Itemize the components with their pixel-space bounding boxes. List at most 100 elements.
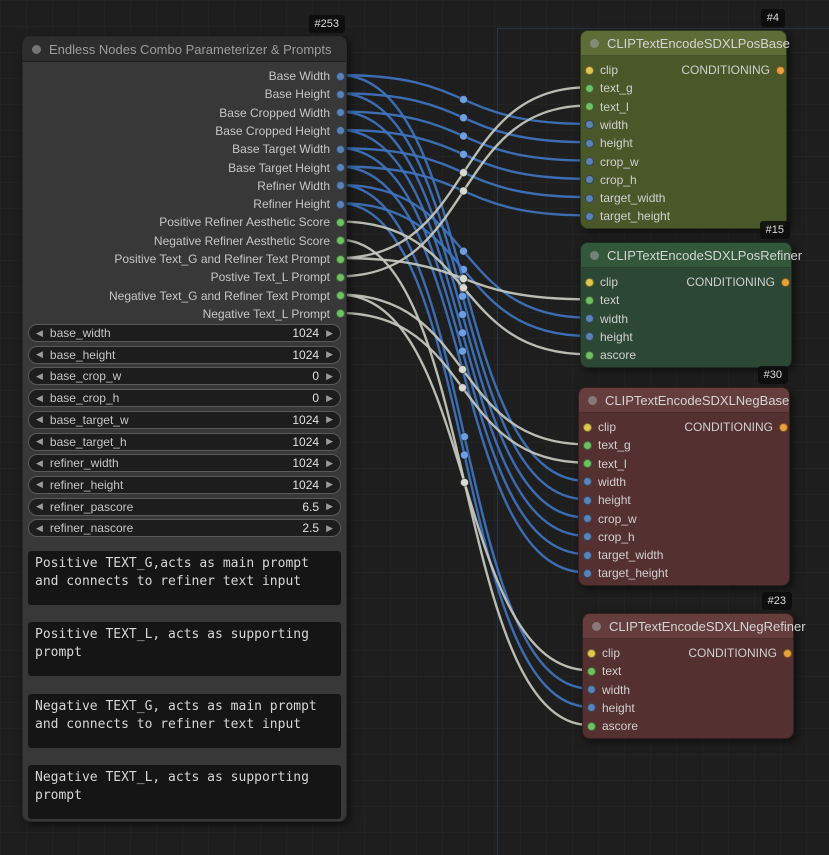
link-midpoint-dot[interactable] — [459, 186, 468, 196]
collapse-dot-icon[interactable] — [592, 621, 601, 631]
link-midpoint-dot[interactable] — [458, 346, 467, 356]
input-dot[interactable] — [583, 568, 592, 578]
increment-arrow-icon[interactable]: ▶ — [326, 479, 333, 490]
increment-arrow-icon[interactable]: ▶ — [326, 327, 333, 338]
output-port-base-target-width[interactable]: Base Target Width — [232, 140, 345, 158]
widget-refiner_height[interactable]: ◀ refiner_height 1024 ▶ — [28, 475, 341, 494]
decrement-arrow-icon[interactable]: ◀ — [36, 392, 43, 403]
widget-refiner_nascore[interactable]: ◀ refiner_nascore 2.5 ▶ — [28, 519, 341, 538]
input-port-height[interactable]: height — [587, 699, 635, 717]
output-port-negative-refiner-aesthetic-score[interactable]: Negative Refiner Aesthetic Score — [154, 232, 345, 250]
input-port-width[interactable]: width — [585, 116, 628, 134]
input-dot[interactable] — [583, 422, 592, 432]
output-port-refiner-height[interactable]: Refiner Height — [253, 195, 345, 213]
input-port-target_width[interactable]: target_width — [585, 189, 665, 207]
output-dot[interactable] — [779, 422, 788, 432]
collapse-dot-icon[interactable] — [590, 38, 599, 48]
node-title-bar[interactable]: CLIPTextEncodeSDXLNegBase — [579, 388, 789, 413]
output-dot[interactable] — [336, 309, 345, 319]
link-midpoint-dot[interactable] — [459, 149, 468, 159]
link-midpoint-dot[interactable] — [458, 383, 467, 393]
widget-base_target_h[interactable]: ◀ base_target_h 1024 ▶ — [28, 432, 341, 451]
output-port-positive-refiner-aesthetic-score[interactable]: Positive Refiner Aesthetic Score — [159, 213, 345, 231]
input-dot[interactable] — [583, 459, 592, 469]
input-port-target_height[interactable]: target_height — [583, 564, 668, 582]
collapse-dot-icon[interactable] — [32, 44, 41, 54]
link-midpoint-dot[interactable] — [459, 168, 468, 178]
input-dot[interactable] — [587, 648, 596, 658]
output-dot[interactable] — [336, 254, 345, 264]
output-dot[interactable] — [336, 89, 345, 99]
increment-arrow-icon[interactable]: ▶ — [326, 522, 333, 533]
output-dot[interactable] — [336, 291, 345, 301]
input-port-width[interactable]: width — [587, 681, 630, 699]
increment-arrow-icon[interactable]: ▶ — [326, 349, 333, 360]
decrement-arrow-icon[interactable]: ◀ — [36, 436, 43, 446]
input-dot[interactable] — [585, 83, 594, 93]
input-port-width[interactable]: width — [583, 473, 626, 491]
prompt-textarea-3[interactable]: Negative TEXT_L, acts as supporting prom… — [28, 765, 341, 819]
increment-arrow-icon[interactable]: ▶ — [326, 501, 333, 512]
widget-base_width[interactable]: ◀ base_width 1024 ▶ — [28, 324, 341, 342]
decrement-arrow-icon[interactable]: ◀ — [36, 457, 43, 468]
input-dot[interactable] — [587, 685, 596, 695]
input-dot[interactable] — [585, 157, 594, 166]
output-dot[interactable] — [781, 277, 790, 287]
input-port-crop_h[interactable]: crop_h — [583, 528, 635, 546]
input-dot[interactable] — [585, 193, 594, 203]
input-port-text_g[interactable]: text_g — [583, 436, 631, 454]
input-port-clip[interactable]: clip — [585, 273, 618, 291]
node-endless-combo-parameterizer[interactable]: Endless Nodes Combo Parameterizer & Prom… — [22, 36, 347, 822]
output-port-refiner-width[interactable]: Refiner Width — [257, 177, 345, 195]
input-port-height[interactable]: height — [585, 134, 633, 152]
output-port-conditioning[interactable]: CONDITIONING — [681, 61, 785, 79]
input-dot[interactable] — [585, 350, 594, 360]
input-dot[interactable] — [585, 175, 594, 185]
input-dot[interactable] — [585, 295, 594, 305]
input-port-crop_w[interactable]: crop_w — [585, 153, 639, 171]
output-dot[interactable] — [336, 71, 345, 81]
output-port-postive-text-l-prompt[interactable]: Postive Text_L Prompt — [211, 268, 345, 286]
input-dot[interactable] — [585, 138, 594, 148]
link-midpoint-dot[interactable] — [460, 450, 469, 460]
input-port-clip[interactable]: clip — [587, 644, 620, 662]
link-midpoint-dot[interactable] — [459, 131, 468, 141]
node-title-bar[interactable]: CLIPTextEncodeSDXLPosRefiner — [581, 243, 802, 268]
input-dot[interactable] — [583, 514, 592, 523]
output-dot[interactable] — [336, 199, 345, 209]
increment-arrow-icon[interactable]: ▶ — [326, 436, 333, 446]
link-midpoint-dot[interactable] — [458, 364, 467, 374]
input-port-width[interactable]: width — [585, 310, 628, 328]
prompt-textarea-1[interactable]: Positive TEXT_L, acts as supporting prom… — [28, 622, 341, 676]
widget-refiner_width[interactable]: ◀ refiner_width 1024 ▶ — [28, 454, 341, 473]
input-dot[interactable] — [587, 721, 596, 731]
output-dot[interactable] — [776, 65, 785, 75]
node-cliptextencodesdxlposbase[interactable]: CLIPTextEncodeSDXLPosBase clip text_g text_… — [580, 30, 790, 230]
output-port-conditioning[interactable]: CONDITIONING — [684, 418, 788, 436]
input-port-crop_w[interactable]: crop_w — [583, 510, 637, 528]
widget-base_target_w[interactable]: ◀ base_target_w 1024 ▶ — [28, 410, 341, 429]
link-midpoint-dot[interactable] — [459, 283, 468, 293]
input-port-crop_h[interactable]: crop_h — [585, 171, 637, 189]
link-midpoint-dot[interactable] — [459, 246, 468, 256]
output-dot[interactable] — [336, 163, 345, 172]
link-midpoint-dot[interactable] — [460, 477, 469, 487]
input-port-text[interactable]: text — [587, 662, 621, 680]
input-dot[interactable] — [583, 495, 592, 505]
node-cliptextencodesdxlnegrefiner[interactable]: CLIPTextEncodeSDXLNegRefiner clip text widt… — [582, 613, 806, 740]
output-port-base-cropped-width[interactable]: Base Cropped Width — [219, 104, 345, 122]
output-port-negative-text-l-prompt[interactable]: Negative Text_L Prompt — [203, 305, 345, 323]
decrement-arrow-icon[interactable]: ◀ — [36, 349, 43, 360]
input-dot[interactable] — [585, 211, 594, 221]
input-dot[interactable] — [585, 332, 594, 342]
input-port-clip[interactable]: clip — [585, 61, 618, 79]
input-dot[interactable] — [587, 666, 596, 676]
decrement-arrow-icon[interactable]: ◀ — [36, 522, 43, 533]
decrement-arrow-icon[interactable]: ◀ — [36, 414, 43, 425]
link-midpoint-dot[interactable] — [458, 291, 467, 301]
input-dot[interactable] — [587, 703, 596, 713]
input-port-text_l[interactable]: text_l — [585, 98, 629, 116]
decrement-arrow-icon[interactable]: ◀ — [36, 370, 43, 381]
decrement-arrow-icon[interactable]: ◀ — [36, 327, 43, 338]
node-title-bar[interactable]: CLIPTextEncodeSDXLNegRefiner — [583, 614, 806, 639]
